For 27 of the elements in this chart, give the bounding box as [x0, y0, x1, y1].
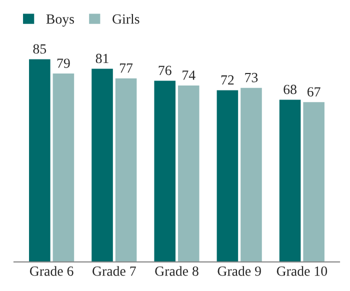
legend-label: Boys	[46, 14, 74, 27]
data-label: 74	[182, 70, 196, 80]
legend-label: Girls	[112, 14, 140, 24]
bar	[279, 100, 301, 262]
bar	[178, 85, 200, 262]
bar	[240, 88, 262, 262]
data-label: 85	[33, 44, 46, 54]
x-tick-label: Grade 9	[218, 266, 261, 276]
bar	[29, 59, 50, 262]
data-label: 68	[284, 84, 296, 94]
data-label: 72	[221, 75, 234, 84]
x-tick-label: Grade 6	[30, 266, 74, 276]
bar	[303, 102, 324, 262]
x-tick-label: Grade 7	[92, 266, 136, 276]
x-tick-label: Grade 8	[155, 266, 198, 276]
bar	[154, 80, 176, 262]
data-label: 77	[120, 63, 133, 73]
data-label: 76	[158, 66, 172, 76]
x-tick-label: Grade 10	[276, 266, 328, 276]
bar	[115, 78, 137, 262]
bar	[92, 68, 113, 262]
data-label: 79	[57, 58, 70, 68]
data-label: 73	[245, 72, 258, 82]
bar	[52, 74, 74, 262]
data-label: 81	[96, 54, 108, 64]
data-label: 67	[307, 87, 320, 97]
bar	[216, 90, 238, 262]
